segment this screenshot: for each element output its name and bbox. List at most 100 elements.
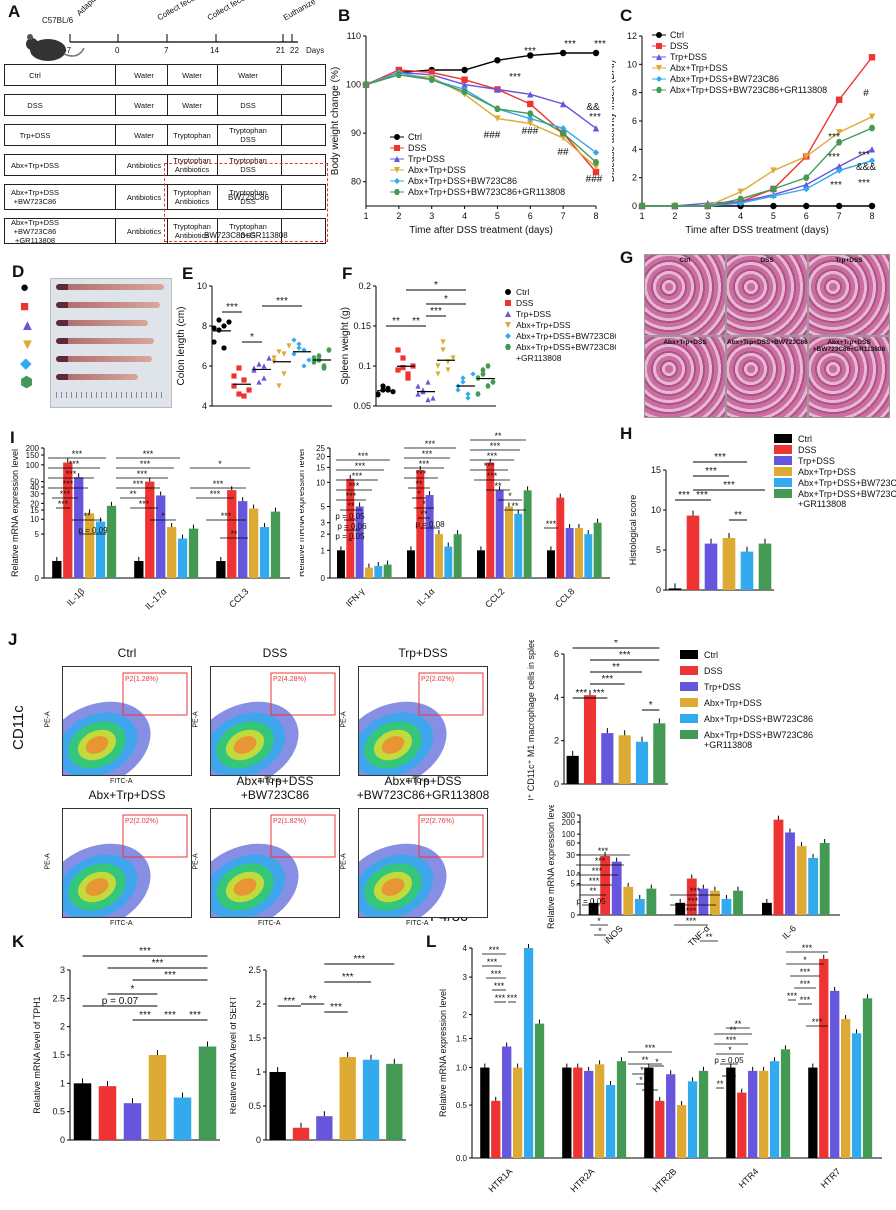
significance-annotation: *** xyxy=(800,995,811,1005)
design-group-name: Abx+Trp+DSS +BW723C86 +GR113808 xyxy=(10,217,60,245)
y-tick-label: 0 xyxy=(35,574,40,583)
design-cell-week1: Water xyxy=(134,130,154,140)
flow-plot-title: DSS xyxy=(262,646,288,660)
data-point xyxy=(494,105,501,113)
legend-swatch xyxy=(774,467,792,476)
scatter-point xyxy=(296,341,302,347)
bar xyxy=(762,902,772,915)
design-cell-week2: Tryptophan Antibiotics xyxy=(173,156,211,174)
scatter-point xyxy=(425,379,431,385)
significance-annotation: ### xyxy=(522,126,539,137)
y-axis-label: Disease activity index (DAI) xyxy=(612,60,617,182)
bar xyxy=(337,550,345,578)
design-row-divider xyxy=(115,155,116,175)
y-tick-label: 100 xyxy=(562,830,576,839)
significance-annotation: *** xyxy=(276,296,288,307)
category-label: CCL3 xyxy=(227,586,250,609)
flow-y-axis-label: PE-A xyxy=(44,853,52,870)
y-tick-label: 10 xyxy=(651,505,661,515)
scatter-point xyxy=(435,363,441,369)
legend-label: Abx+Trp+DSS+BW723C86 xyxy=(704,730,813,740)
y-tick-label: 150 xyxy=(26,451,40,460)
scatter-point xyxy=(380,383,386,389)
bar xyxy=(583,695,597,784)
significance-annotation: *** xyxy=(66,469,77,479)
legend-swatch xyxy=(680,698,698,707)
legend-marker xyxy=(394,156,400,162)
bar xyxy=(167,527,177,578)
significance-annotation: * xyxy=(598,926,602,936)
flow-y-axis-label: PE-A xyxy=(192,711,200,728)
bar xyxy=(134,561,144,578)
bar xyxy=(547,550,555,578)
bar xyxy=(502,1046,512,1158)
data-point xyxy=(868,157,876,164)
legend-marker xyxy=(394,178,400,184)
treatment-highlight-box xyxy=(164,163,328,242)
scatter-point xyxy=(415,391,421,397)
group-marker-icon: ▼ xyxy=(20,336,35,353)
bar xyxy=(851,1033,862,1158)
data-point xyxy=(835,96,843,103)
significance-annotation: ** xyxy=(641,1055,649,1065)
histology-image-title: DSS xyxy=(760,257,774,264)
significance-annotation: *** xyxy=(686,916,697,926)
data-point xyxy=(803,181,810,188)
flow-y-axis-label: PE-A xyxy=(192,853,200,870)
y-tick-label: 200 xyxy=(562,818,576,827)
bar xyxy=(698,1070,709,1158)
bar xyxy=(173,1097,192,1140)
scatter-point xyxy=(400,365,406,371)
data-point xyxy=(671,202,679,210)
significance-annotation: * xyxy=(614,640,618,649)
significance-annotation: *** xyxy=(430,306,442,317)
significance-annotation: ** xyxy=(83,511,91,521)
histology-image-title: Abx+Trp+DSS xyxy=(663,339,707,346)
data-point xyxy=(770,202,777,210)
design-cell-week3: Water xyxy=(238,70,258,80)
bar xyxy=(841,1019,851,1158)
legend-label: Abx+Trp+DSS+BW723C86+GR113808 xyxy=(408,187,565,197)
legend-label: Abx+Trp+DSS+BW723C86 xyxy=(798,489,896,499)
bar xyxy=(721,898,732,915)
day-label: Days xyxy=(306,46,325,55)
y-tick-label: 4 xyxy=(632,144,637,154)
panel-g-histology: Ctrl DSS Trp+DSS Abx+Trp+DSS Abx+Trp+DSS+BW7… xyxy=(644,254,890,418)
density-contour xyxy=(233,736,257,754)
data-point xyxy=(395,71,403,79)
x-tick-label: 2 xyxy=(396,211,401,221)
significance-annotation: *** xyxy=(723,480,735,491)
y-tick-label: 20 xyxy=(316,453,325,462)
bar xyxy=(618,735,631,784)
x-tick-label: 1 xyxy=(363,211,368,221)
bar xyxy=(677,1105,687,1158)
design-group-name: DSS xyxy=(27,100,43,110)
significance-annotation: *** xyxy=(72,449,83,459)
significance-annotation: ** xyxy=(309,994,317,1005)
density-contour xyxy=(381,878,405,896)
significance-annotation: *** xyxy=(598,846,609,856)
bar xyxy=(386,1063,403,1140)
y-tick-label: 2 xyxy=(321,530,326,539)
significance-annotation: *** xyxy=(802,943,813,953)
injection-label-bw: BW723C86 xyxy=(228,193,269,202)
bar xyxy=(862,998,873,1158)
bar xyxy=(523,490,532,578)
significance-annotation: &&& xyxy=(856,162,876,173)
legend-label: Abx+Trp+DSS+BW723C86 xyxy=(798,478,896,488)
design-cell-week1: Antibiotics xyxy=(126,160,162,170)
y-tick-label: 1.5 xyxy=(52,1050,65,1060)
legend-label: Ctrl xyxy=(704,650,718,660)
significance-annotation: ** xyxy=(646,1081,654,1091)
bar xyxy=(635,741,649,784)
scatter-point xyxy=(286,343,292,349)
significance-annotation: *** xyxy=(812,1017,823,1027)
data-point xyxy=(559,100,567,108)
scatter-point xyxy=(256,361,262,367)
day-label: 0 xyxy=(115,46,120,55)
day-label: 22 xyxy=(290,46,299,55)
design-cell-week3: Tryptophan DSS xyxy=(229,126,267,144)
design-row-divider xyxy=(217,95,218,115)
legend-label: DSS xyxy=(408,143,427,153)
significance-annotation: *** xyxy=(828,132,840,143)
